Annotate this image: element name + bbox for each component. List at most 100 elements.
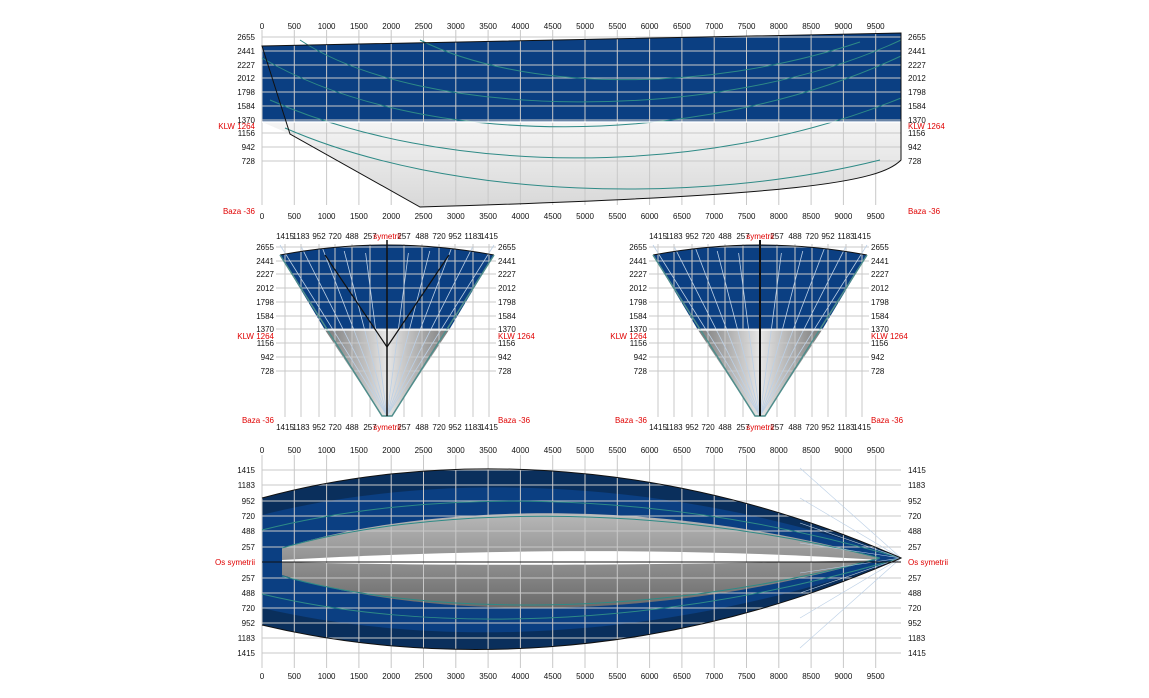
- x-tick-label: 500: [288, 22, 302, 31]
- x-tick-label: 4000: [512, 672, 530, 681]
- y-tick-label: 952: [908, 619, 922, 628]
- y-tick-label: 488: [908, 527, 922, 536]
- x-tick-label: 5500: [608, 672, 626, 681]
- z-tick-label: 1370: [629, 325, 647, 334]
- x-tick-label: 8000: [770, 446, 788, 455]
- station-line: [301, 246, 388, 417]
- half-breadth-tick-label: 488: [415, 423, 429, 432]
- station-line: [738, 252, 761, 417]
- x-tick-label: 9500: [867, 22, 885, 31]
- body-plan-right: 1415141511831183952952720720488488257257…: [610, 232, 908, 432]
- z-tick-label: 942: [634, 353, 648, 362]
- y-tick-label: 720: [242, 512, 256, 521]
- base-label: Baza -36: [615, 416, 648, 425]
- waterline-label: KLW 1264: [610, 332, 647, 341]
- x-tick-label: 7500: [738, 212, 756, 221]
- z-tick-label: 2655: [237, 33, 255, 42]
- x-tick-label: 9500: [867, 212, 885, 221]
- z-tick-label: 1156: [871, 339, 889, 348]
- bow-fan-line: [799, 522, 902, 559]
- x-tick-label: 6000: [641, 672, 659, 681]
- y-tick-label: 257: [242, 543, 256, 552]
- x-tick-label: 7500: [738, 22, 756, 31]
- y-tick-label: 257: [242, 574, 256, 583]
- z-tick-label: 1798: [237, 88, 255, 97]
- x-tick-label: 6500: [673, 672, 691, 681]
- z-tick-label: 942: [498, 353, 512, 362]
- x-tick-label: 7500: [738, 672, 756, 681]
- body-plan-left: 1415141511831183952952720720488488257257…: [237, 232, 535, 432]
- station-line: [386, 250, 431, 417]
- half-breadth-tick-label: 488: [788, 423, 802, 432]
- z-tick-label: 2655: [908, 33, 926, 42]
- z-tick-label: 1370: [908, 116, 926, 125]
- half-breadth-tick-label: 1415: [853, 232, 871, 241]
- x-tick-label: 8500: [802, 22, 820, 31]
- x-tick-label: 4500: [544, 446, 562, 455]
- base-label: Baza -36: [871, 416, 904, 425]
- z-tick-label: 2655: [256, 243, 274, 252]
- half-breadth-tick-label: 952: [685, 423, 699, 432]
- half-breadth-tick-label: 488: [415, 232, 429, 241]
- y-tick-label: 488: [242, 527, 256, 536]
- z-tick-label: 1584: [908, 102, 926, 111]
- station-line: [343, 250, 388, 417]
- half-breadth-tick-label: 257: [397, 423, 411, 432]
- half-breadth-tick-label: 257: [363, 232, 377, 241]
- y-tick-label: 1415: [237, 466, 255, 475]
- x-tick-label: 5500: [608, 212, 626, 221]
- half-breadth-tick-label: 257: [397, 232, 411, 241]
- x-tick-label: 3000: [447, 672, 465, 681]
- z-tick-label: 1584: [629, 312, 647, 321]
- z-tick-label: 2441: [237, 47, 255, 56]
- z-tick-label: 1156: [238, 129, 256, 138]
- half-breadth-tick-label: 1183: [464, 423, 482, 432]
- x-tick-label: 9500: [867, 672, 885, 681]
- x-tick-label: 0: [260, 212, 265, 221]
- x-tick-label: 9000: [835, 446, 853, 455]
- hull-curve: [299, 39, 902, 103]
- z-tick-label: 2227: [256, 270, 274, 279]
- bow-fan-line: [799, 497, 902, 559]
- x-tick-label: 2500: [415, 446, 433, 455]
- z-tick-label: 2227: [871, 270, 889, 279]
- x-tick-label: 2500: [415, 212, 433, 221]
- y-tick-label: 1415: [237, 649, 255, 658]
- z-tick-label: 1798: [256, 298, 274, 307]
- plan-view-waterlines: 0 0 500 500 1000 1000 1500 1500 2000 2000 2500 2500…: [215, 446, 948, 681]
- x-tick-label: 1000: [318, 212, 336, 221]
- hull-curve: [261, 55, 902, 128]
- station-line: [674, 246, 761, 417]
- x-tick-label: 4500: [544, 672, 562, 681]
- x-tick-label: 5500: [608, 446, 626, 455]
- x-tick-label: 500: [288, 212, 302, 221]
- y-tick-label: 257: [908, 574, 922, 583]
- waterline-label: KLW 1264: [218, 122, 255, 131]
- x-tick-label: 2000: [382, 212, 400, 221]
- z-tick-label: 2441: [908, 47, 926, 56]
- x-tick-label: 1500: [350, 672, 368, 681]
- station-line: [716, 250, 761, 417]
- z-tick-label: 728: [261, 367, 275, 376]
- z-tick-label: 942: [242, 143, 256, 152]
- station-line: [759, 248, 825, 417]
- half-breadth-tick-label: 488: [345, 423, 359, 432]
- half-breadth-tick-label: 488: [345, 232, 359, 241]
- half-breadth-tick-label: 1415: [480, 232, 498, 241]
- x-tick-label: 6000: [641, 22, 659, 31]
- z-tick-label: 2012: [237, 74, 255, 83]
- half-breadth-tick-label: 1183: [665, 423, 683, 432]
- x-tick-label: 8500: [802, 212, 820, 221]
- y-tick-label: 952: [242, 497, 256, 506]
- hull-below-waterline: [262, 122, 901, 207]
- x-tick-label: 5000: [576, 22, 594, 31]
- z-tick-label: 2012: [256, 284, 274, 293]
- half-breadth-tick-label: 720: [432, 232, 446, 241]
- hull-outline: [261, 32, 902, 208]
- x-tick-label: 5000: [576, 212, 594, 221]
- x-tick-label: 1000: [318, 446, 336, 455]
- half-breadth-tick-label: 720: [701, 423, 715, 432]
- base-label: Baza -36: [498, 416, 531, 425]
- z-tick-label: 1584: [498, 312, 516, 321]
- x-tick-label: 2500: [415, 22, 433, 31]
